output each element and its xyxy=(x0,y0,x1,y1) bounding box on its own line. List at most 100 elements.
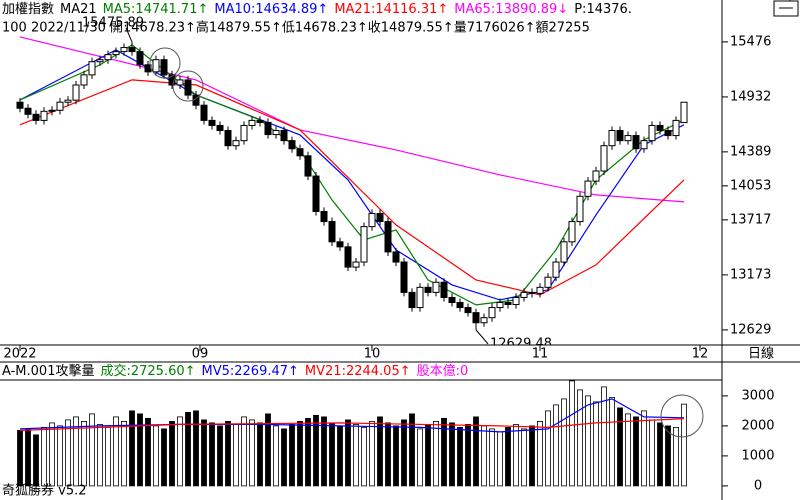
candle-body xyxy=(600,145,608,172)
y-tick-label: 2000 xyxy=(741,418,774,433)
candle-body xyxy=(280,130,288,142)
highlight-circle xyxy=(149,47,181,79)
volume-bar xyxy=(249,419,255,487)
volume-bar xyxy=(33,434,39,487)
y-tick-label: 13173 xyxy=(730,267,771,282)
candle-body xyxy=(248,119,256,126)
volume-bar xyxy=(545,410,551,487)
ma-line xyxy=(19,49,685,301)
volume-bar xyxy=(41,426,47,487)
volume-bar xyxy=(457,426,463,487)
candle-body xyxy=(320,210,328,223)
candle-body xyxy=(152,59,160,73)
header-item: MA5:14741.71↑ xyxy=(103,2,209,17)
candle-body xyxy=(104,54,112,61)
volume-bar xyxy=(105,426,111,487)
candle-body xyxy=(48,109,56,112)
candle-body xyxy=(616,130,624,142)
candle-body xyxy=(552,261,560,278)
candle-body xyxy=(416,286,424,309)
volume-bar xyxy=(177,416,183,487)
candle-body xyxy=(80,74,88,86)
candle-body xyxy=(288,140,296,150)
volume-bar xyxy=(385,422,391,487)
volume-bar xyxy=(657,422,663,487)
highlight-circle xyxy=(660,394,704,438)
candle-body xyxy=(376,212,384,223)
volume-bar xyxy=(353,423,359,487)
volume-bar xyxy=(401,419,407,487)
candle-body xyxy=(312,175,320,212)
candle-body xyxy=(472,312,480,324)
volume-bar xyxy=(25,428,31,487)
candle-body xyxy=(400,261,408,293)
volume-bar xyxy=(569,380,575,487)
volume-bar xyxy=(121,420,127,487)
volume-bar xyxy=(57,425,63,487)
volume-bar xyxy=(217,425,223,487)
header-item: P:14376. xyxy=(574,2,632,17)
volume-bar xyxy=(73,416,79,487)
candle-body xyxy=(184,79,192,96)
volume-bar xyxy=(601,386,607,487)
volume-bar xyxy=(169,420,175,487)
volume-bar xyxy=(641,410,647,487)
candle-body xyxy=(496,302,504,309)
annotation: 12629.48 xyxy=(490,336,552,351)
header-item: MV5:2269.47↑ xyxy=(202,364,299,379)
candle-body xyxy=(512,296,520,306)
y-tick-label: 3000 xyxy=(741,388,774,403)
volume-bar xyxy=(329,422,335,487)
header-item: A-M.001攻擊量 xyxy=(2,363,94,379)
volume-bar xyxy=(377,416,383,487)
volume-bar xyxy=(265,413,271,487)
candle-body xyxy=(368,212,376,228)
volume-bar xyxy=(633,416,639,487)
candle-body xyxy=(264,121,272,136)
annotation-leader xyxy=(475,329,489,345)
candle-body xyxy=(488,307,496,319)
y-tick-label: 14389 xyxy=(730,144,771,159)
y-tick-label: 0 xyxy=(754,478,762,493)
volume-bar xyxy=(145,417,151,487)
y-tick-label: 1000 xyxy=(741,448,774,463)
volume-bar xyxy=(409,413,415,487)
x-tick-label: 11 xyxy=(532,347,549,362)
volume-bar xyxy=(665,425,671,487)
y-tick-label: 12629 xyxy=(730,322,771,337)
volume-bar xyxy=(185,411,191,487)
candle-body xyxy=(360,226,368,263)
volume-bar xyxy=(65,419,71,487)
candle-body xyxy=(464,307,472,314)
volume-bar xyxy=(161,428,167,487)
candle-body xyxy=(664,130,672,137)
volume-bar xyxy=(505,426,511,487)
x-tick-label: 10 xyxy=(364,347,381,362)
volume-bar xyxy=(153,425,159,487)
volume-bar xyxy=(345,419,351,487)
candle-body xyxy=(120,47,128,53)
y-tick-label: 14053 xyxy=(730,178,771,193)
candle-body xyxy=(424,286,432,293)
candle-body xyxy=(680,101,688,124)
volume-bar xyxy=(537,420,543,487)
header-item: MA21:14116.31↑ xyxy=(334,2,448,17)
candle-body xyxy=(232,140,240,147)
volume-bar xyxy=(297,420,303,487)
candle-body xyxy=(336,241,344,248)
volume-bar xyxy=(425,423,431,487)
header-item: 成交:2725.60↑ xyxy=(100,363,195,379)
candle-body xyxy=(384,221,392,253)
volume-bar xyxy=(561,398,567,487)
volume-bar xyxy=(97,423,103,487)
volume-panel xyxy=(17,380,687,487)
candle-body xyxy=(528,291,536,294)
volume-bar xyxy=(361,426,367,487)
candle-body xyxy=(168,74,176,86)
candle-body xyxy=(544,276,552,288)
highlight-circle xyxy=(172,70,204,102)
volume-bar xyxy=(313,414,319,487)
volume-bar xyxy=(281,428,287,487)
header-item: MA10:14634.89↑ xyxy=(214,2,328,17)
